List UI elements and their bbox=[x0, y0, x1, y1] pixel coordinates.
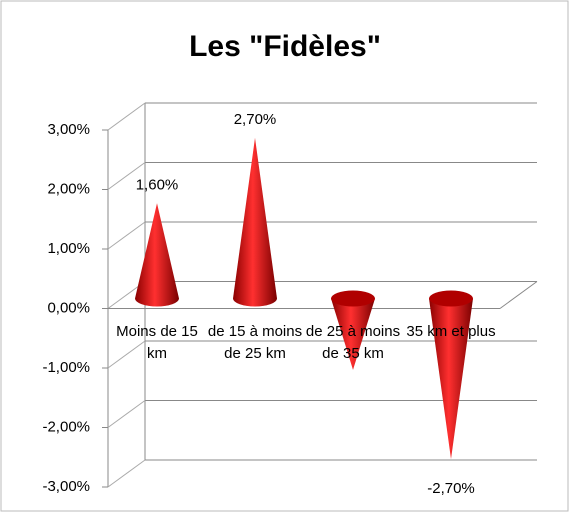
x-tick-label: de 15 à moins de 25 km bbox=[207, 322, 303, 362]
grid-line-side bbox=[107, 102, 146, 131]
grid-line-side bbox=[107, 459, 146, 488]
cone-base bbox=[429, 290, 473, 307]
y-tick-label: 2,00% bbox=[47, 180, 90, 197]
x-tick-label: de 25 à moins de 35 km bbox=[305, 322, 401, 362]
grid-line-side bbox=[107, 221, 146, 250]
value-label: 1,60% bbox=[136, 176, 179, 193]
value-label: 2,70% bbox=[234, 111, 277, 128]
y-tick-label: -2,00% bbox=[42, 418, 90, 435]
grid-line-side bbox=[107, 340, 146, 369]
floor-right bbox=[499, 281, 538, 309]
y-tick-label: 3,00% bbox=[47, 121, 90, 138]
chart-title: Les "Fidèles" bbox=[189, 30, 381, 63]
cone bbox=[233, 137, 277, 307]
x-tick-label: Moins de 15 km bbox=[116, 322, 198, 362]
grid-line-side bbox=[107, 400, 146, 428]
y-tick-label: 1,00% bbox=[47, 240, 90, 257]
cone-base bbox=[331, 290, 375, 307]
grid-line-side bbox=[107, 162, 146, 190]
y-tick-label: -1,00% bbox=[42, 359, 90, 376]
x-tick-label: 35 km et plus bbox=[406, 322, 496, 340]
value-label: -2,70% bbox=[427, 480, 475, 497]
cone bbox=[429, 298, 473, 460]
y-tick-label: 0,00% bbox=[47, 299, 90, 316]
y-tick-label: -3,00% bbox=[42, 478, 90, 495]
cone bbox=[135, 203, 179, 307]
cone bbox=[331, 298, 375, 370]
